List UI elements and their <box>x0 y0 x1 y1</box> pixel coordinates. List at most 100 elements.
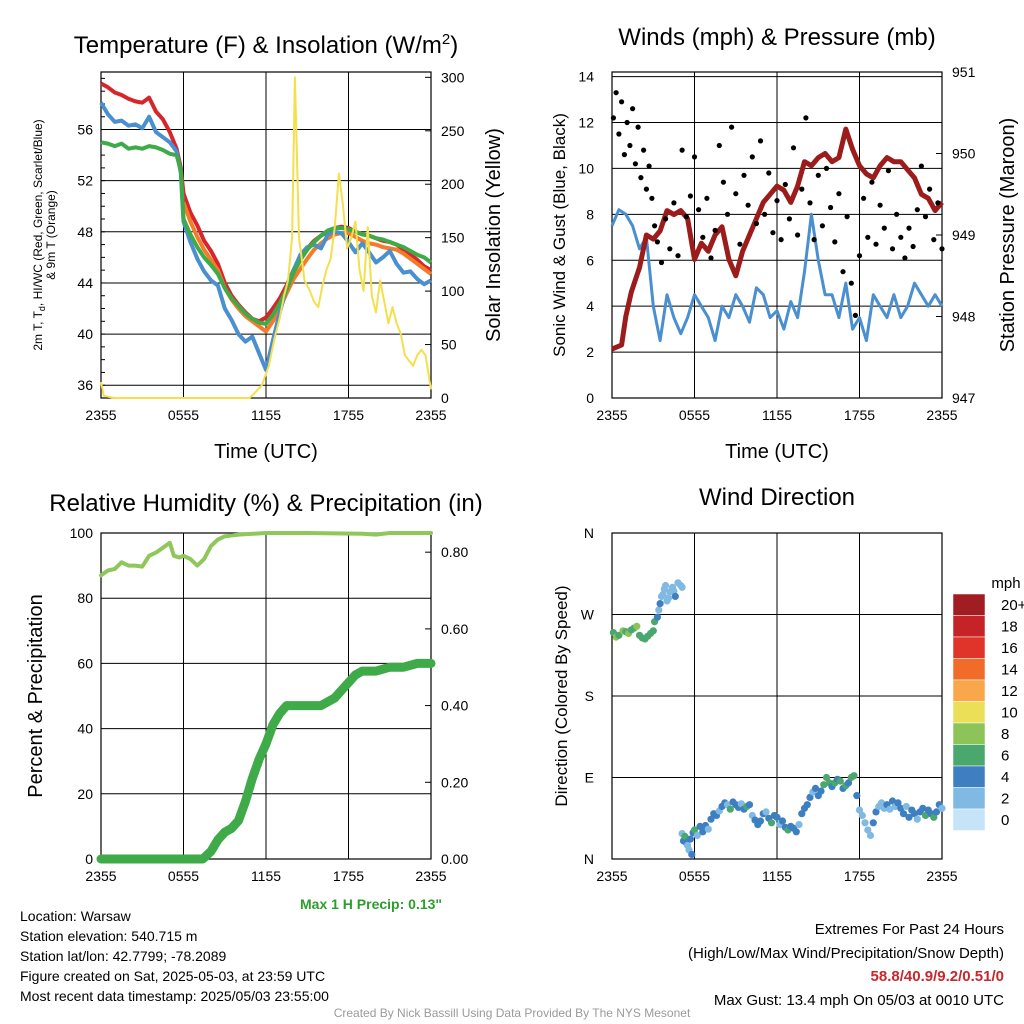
legend-label: 6 <box>1001 748 1009 765</box>
y-tick-label: 40 <box>77 721 93 737</box>
gust-point <box>935 200 941 206</box>
gust-point <box>696 207 702 213</box>
gust-point <box>641 147 647 153</box>
series-rh-line <box>99 531 433 578</box>
direction-point <box>653 613 662 621</box>
y-tick-label: 6 <box>586 252 594 268</box>
gust-point <box>927 186 933 192</box>
direction-point <box>795 821 803 829</box>
gust-point <box>865 234 871 240</box>
series-blue-line <box>99 101 432 372</box>
gust-point <box>616 131 622 137</box>
y2-tick-label: 948 <box>952 309 976 325</box>
x-tick-label: 2355 <box>596 407 627 423</box>
direction-point <box>664 594 673 602</box>
y-tick-label: 14 <box>578 69 594 85</box>
legend-label: 2 <box>1001 791 1009 808</box>
legend-label: 12 <box>1001 683 1018 700</box>
gust-point <box>667 246 673 252</box>
legend-swatch <box>952 722 986 745</box>
gust-point <box>852 312 859 318</box>
direction-point <box>872 808 880 816</box>
y2-tick-label: 947 <box>952 390 976 406</box>
y-tick-label: 100 <box>70 525 94 541</box>
legend-label: 20+ <box>1001 597 1024 614</box>
gust-point <box>939 246 945 252</box>
y2-tick-label: 150 <box>441 230 465 246</box>
direction-point <box>656 600 664 608</box>
y-axis-label: Direction (Colored By Speed) <box>552 585 571 806</box>
direction-point <box>921 811 930 820</box>
gust-point <box>749 154 755 160</box>
direction-point <box>693 831 701 840</box>
gust-point <box>786 216 793 222</box>
legend-title: mph <box>991 575 1020 592</box>
direction-point <box>866 831 875 840</box>
gust-point <box>782 181 788 188</box>
direction-point <box>659 591 667 599</box>
gust-point <box>700 234 706 240</box>
gust-point <box>658 259 665 266</box>
x-tick-label: 2355 <box>596 868 627 884</box>
gust-point <box>778 237 784 243</box>
x-tick-label: 2355 <box>415 868 446 884</box>
gust-point <box>815 172 821 178</box>
x-tick-label: 0555 <box>168 407 199 423</box>
y-tick-label: 0 <box>586 390 594 406</box>
direction-point <box>681 832 689 841</box>
legend-label: 14 <box>1001 662 1018 679</box>
gust-point <box>654 239 661 245</box>
direction-point <box>844 779 853 787</box>
gust-point <box>902 255 908 261</box>
gust-point <box>877 202 883 208</box>
direction-point <box>756 817 765 825</box>
direction-point <box>905 813 913 821</box>
gust-point <box>627 142 633 149</box>
legend-swatch <box>952 679 986 702</box>
direction-point <box>855 806 864 814</box>
y2-tick-label: 300 <box>441 69 465 85</box>
gust-point <box>720 179 727 185</box>
y-axis-label: Percent & Precipitation <box>25 594 47 797</box>
direction-point <box>649 627 657 635</box>
gust-point <box>635 124 641 130</box>
legend-swatch <box>952 615 986 638</box>
x-axis-label: Time (UTC) <box>725 441 829 463</box>
station-location: Location: Warsaw <box>20 908 131 924</box>
extremes-block: Extremes For Past 24 Hours (High/Low/Max… <box>688 918 1004 1012</box>
direction-point <box>888 797 897 805</box>
direction-point <box>822 773 831 782</box>
direction-point <box>798 810 806 818</box>
direction-point <box>633 622 641 630</box>
gust-point <box>931 237 937 243</box>
gust-point <box>753 220 760 227</box>
y-tick-label: N <box>584 525 594 541</box>
gust-point <box>828 204 834 211</box>
direction-point <box>767 819 776 827</box>
gust-point <box>724 211 731 217</box>
y-tick-label: 4 <box>586 298 594 314</box>
gust-point <box>638 175 644 181</box>
y-axis-label: Sonic Wind & Gust (Blue, Black) <box>550 113 569 357</box>
y2-tick-label: 50 <box>441 337 457 353</box>
y2-tick-label: 949 <box>952 227 976 243</box>
extremes-subtitle: (High/Low/Max Wind/Precipitation/Snow De… <box>688 944 1004 962</box>
y-tick-label: 0 <box>85 851 93 867</box>
gust-point <box>733 191 739 197</box>
gust-point <box>836 191 842 197</box>
direction-point <box>678 583 686 591</box>
gust-point <box>840 269 846 275</box>
extremes-title: Extremes For Past 24 Hours <box>814 921 1004 938</box>
direction-point <box>707 815 715 823</box>
gust-point <box>869 179 875 185</box>
gust-point <box>803 115 809 121</box>
direction-point <box>864 826 872 834</box>
x-tick-label: 1155 <box>251 868 281 884</box>
x-tick-label: 0555 <box>168 868 199 884</box>
gust-point <box>610 115 617 121</box>
gust-point <box>898 234 904 240</box>
y-tick-label: 2 <box>586 344 594 360</box>
y-tick-label: N <box>584 851 594 867</box>
y-tick-label: 20 <box>77 786 93 802</box>
gust-point <box>649 195 655 201</box>
